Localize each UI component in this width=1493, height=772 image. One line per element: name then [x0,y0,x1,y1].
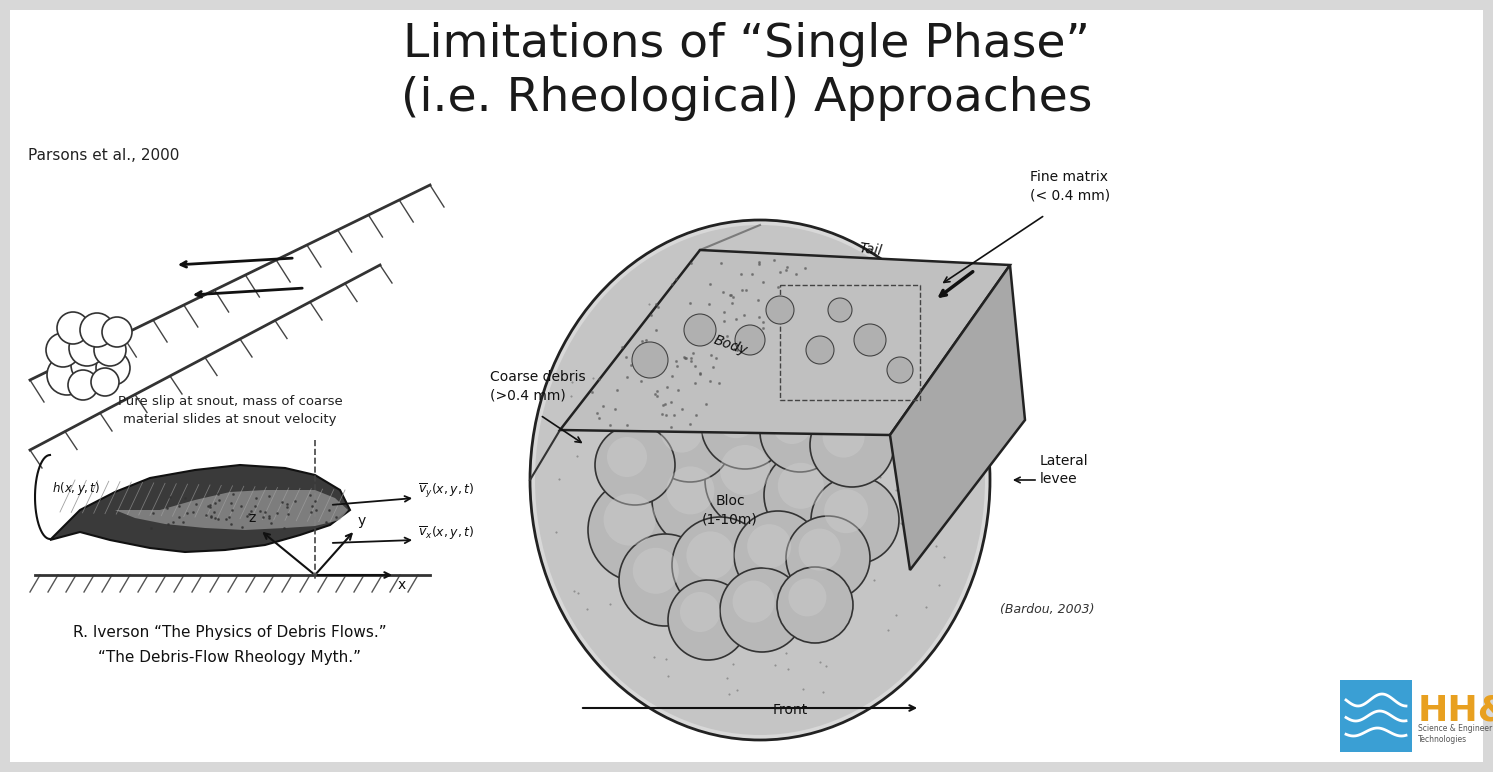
Circle shape [69,330,105,366]
Text: $\overline{v}_x(x,y,t)$: $\overline{v}_x(x,y,t)$ [418,525,475,542]
Text: “The Debris-Flow Rheology Myth.”: “The Debris-Flow Rheology Myth.” [99,650,361,665]
Circle shape [776,567,853,643]
Ellipse shape [530,220,990,740]
Circle shape [652,452,748,548]
Circle shape [772,404,812,444]
Circle shape [733,581,775,622]
Circle shape [720,445,770,495]
Circle shape [799,529,841,571]
Text: z: z [248,511,255,525]
Circle shape [811,403,894,487]
Circle shape [788,578,827,616]
Circle shape [764,449,855,541]
Circle shape [102,317,131,347]
Circle shape [660,411,703,452]
Circle shape [824,489,869,533]
Circle shape [603,493,655,546]
Text: $\overline{v}_y(x,y,t)$: $\overline{v}_y(x,y,t)$ [418,482,475,500]
Circle shape [760,392,841,472]
Circle shape [632,342,667,378]
Text: Lateral
levee: Lateral levee [1041,454,1088,486]
Text: Pure slip at snout, mass of coarse
material slides at snout velocity: Pure slip at snout, mass of coarse mater… [118,395,342,426]
Circle shape [57,312,90,344]
Text: Tail: Tail [857,242,882,259]
Text: Limitations of “Single Phase”: Limitations of “Single Phase” [403,22,1090,67]
Bar [1341,680,1412,752]
Circle shape [588,478,691,582]
Circle shape [735,325,764,355]
Circle shape [684,314,717,346]
Circle shape [666,466,714,514]
Circle shape [91,368,119,396]
Circle shape [823,415,864,458]
Circle shape [633,548,679,594]
Text: Science & Engineering
Technologies: Science & Engineering Technologies [1418,724,1493,744]
Circle shape [705,430,805,530]
Text: Body: Body [711,333,749,357]
Circle shape [785,516,870,600]
Text: $h(x,y,t)$: $h(x,y,t)$ [52,480,100,497]
Circle shape [69,370,99,400]
Circle shape [854,324,885,356]
Circle shape [81,313,113,347]
Circle shape [746,524,791,568]
Circle shape [679,592,720,632]
Polygon shape [115,490,348,530]
Circle shape [735,511,823,599]
Text: y: y [358,514,366,528]
Circle shape [72,346,109,384]
Circle shape [720,568,805,652]
Text: Front: Front [772,703,808,717]
Circle shape [648,398,732,482]
Circle shape [46,333,81,367]
Circle shape [608,437,646,477]
Circle shape [620,534,711,626]
Circle shape [829,298,853,322]
Text: HH&C: HH&C [1418,693,1493,727]
Circle shape [887,357,914,383]
Polygon shape [890,265,1026,570]
Text: x: x [399,578,406,592]
Circle shape [714,394,758,438]
Text: Parsons et al., 2000: Parsons et al., 2000 [28,148,179,163]
Ellipse shape [534,225,985,735]
Circle shape [811,476,899,564]
Text: (i.e. Rheological) Approaches: (i.e. Rheological) Approaches [400,76,1093,121]
Circle shape [596,425,675,505]
Circle shape [702,381,788,469]
Circle shape [96,351,130,385]
Text: Bloc
(1-10m): Bloc (1-10m) [702,494,758,527]
Circle shape [766,296,794,324]
Circle shape [94,334,125,366]
Polygon shape [560,250,1009,435]
Text: Coarse debris
(>0.4 mm): Coarse debris (>0.4 mm) [490,370,585,402]
Text: Fine matrix
(< 0.4 mm): Fine matrix (< 0.4 mm) [1030,170,1111,202]
Circle shape [672,517,767,613]
Text: (Bardou, 2003): (Bardou, 2003) [1000,604,1094,617]
Polygon shape [49,465,349,552]
Circle shape [687,531,735,580]
Text: R. Iverson “The Physics of Debris Flows.”: R. Iverson “The Physics of Debris Flows.… [73,625,387,640]
Circle shape [778,462,824,509]
Circle shape [667,580,748,660]
Circle shape [806,336,835,364]
Circle shape [46,355,87,395]
